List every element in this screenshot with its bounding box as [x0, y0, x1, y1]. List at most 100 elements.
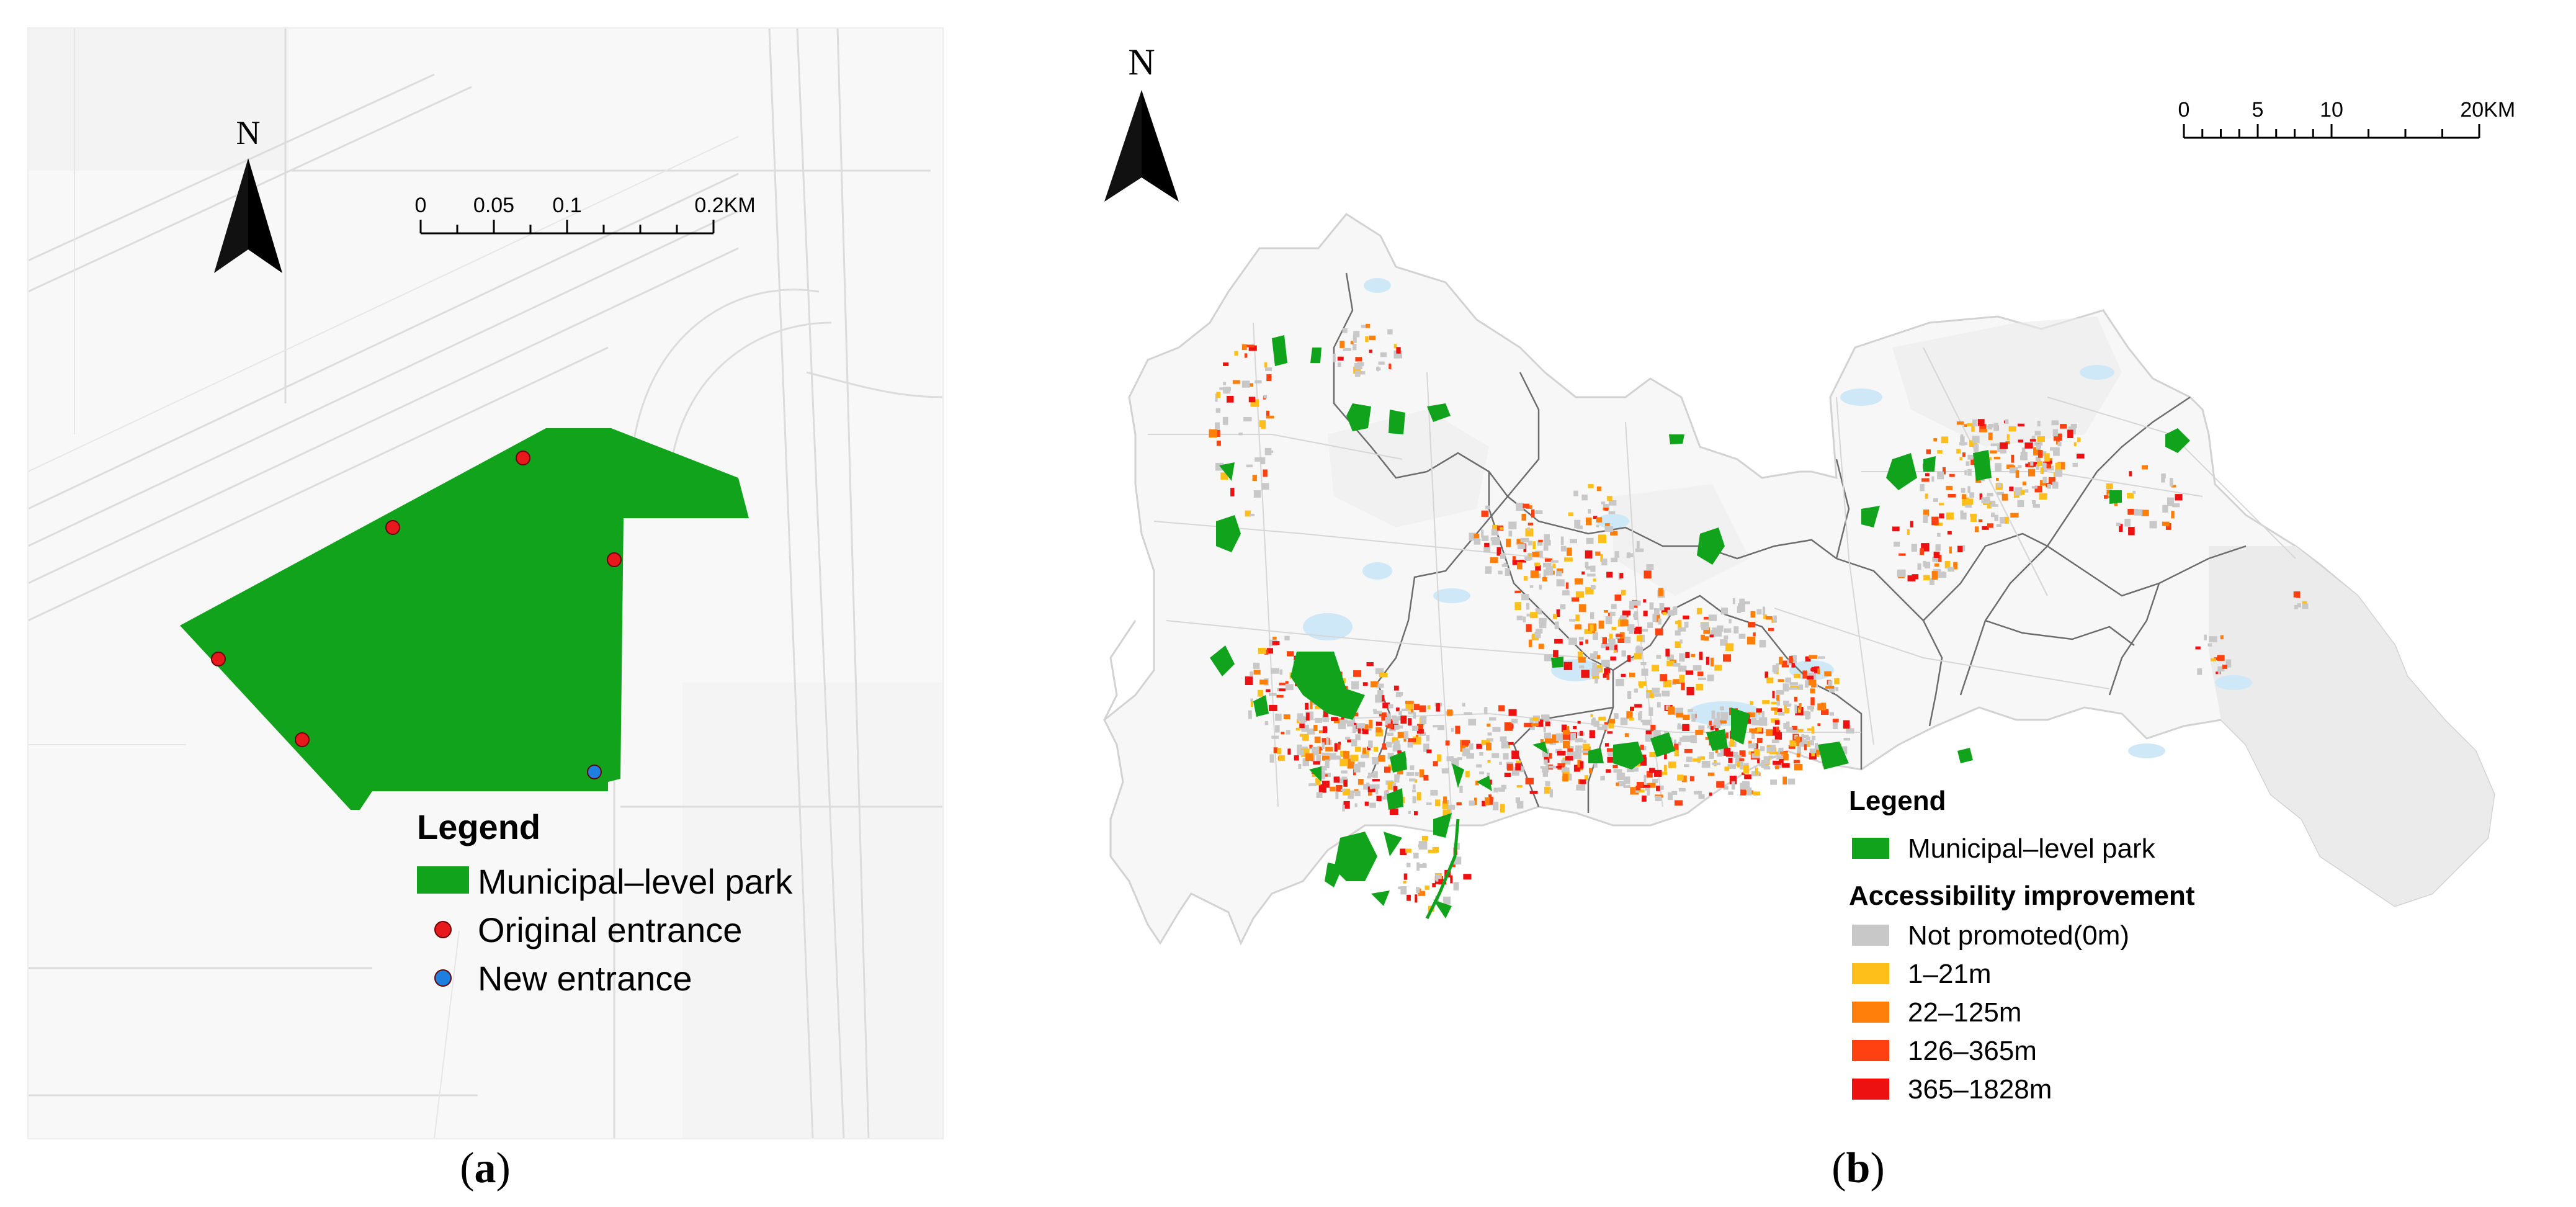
accessibility-block — [1564, 557, 1573, 562]
accessibility-block — [2130, 508, 2139, 513]
accessibility-block — [1700, 756, 1705, 760]
accessibility-block — [1369, 335, 1375, 341]
accessibility-block — [2149, 521, 2157, 529]
accessibility-block — [1489, 796, 1493, 805]
accessibility-block — [1369, 349, 1372, 353]
accessibility-block — [1730, 740, 1734, 747]
accessibility-block — [1579, 665, 1585, 669]
accessibility-block — [1663, 765, 1667, 772]
accessibility-block — [1393, 740, 1400, 747]
accessibility-block — [1650, 724, 1656, 732]
accessibility-block — [1934, 563, 1939, 567]
accessibility-block — [1621, 650, 1626, 657]
accessibility-block — [1707, 675, 1714, 681]
accessibility-block — [2077, 437, 2081, 442]
accessibility-block — [2197, 668, 2203, 675]
accessibility-block — [1343, 801, 1350, 809]
accessibility-block — [2044, 453, 2050, 462]
accessibility-block — [2217, 655, 2225, 661]
accessibility-block — [1641, 668, 1648, 676]
accessibility-block — [1742, 781, 1750, 790]
accessibility-block — [1782, 683, 1789, 692]
accessibility-block — [1263, 469, 1268, 477]
accessibility-block — [1469, 532, 1477, 541]
accessibility-block — [1728, 758, 1733, 763]
accessibility-block — [1541, 714, 1550, 722]
accessibility-block — [1596, 517, 1603, 523]
accessibility-block — [1375, 788, 1379, 795]
accessibility-block — [1446, 756, 1454, 761]
accessibility-block — [1298, 763, 1302, 769]
accessibility-block — [1442, 801, 1449, 809]
accessibility-block — [1776, 726, 1779, 732]
accessibility-block — [1539, 585, 1542, 590]
accessibility-block — [1527, 527, 1530, 531]
accessibility-block — [1668, 761, 1676, 769]
accessibility-block — [1379, 712, 1387, 717]
accessibility-block — [1414, 779, 1418, 783]
accessibility-block — [1712, 627, 1717, 632]
accessibility-block — [1575, 591, 1584, 598]
accessibility-block — [1798, 707, 1801, 713]
accessibility-block — [1608, 719, 1615, 724]
accessibility-block — [1447, 709, 1453, 716]
accessibility-block — [1693, 758, 1701, 762]
accessibility-block — [1333, 353, 1336, 362]
legend-b-class-label: 365–1828m — [1908, 1074, 2052, 1105]
accessibility-block — [1588, 484, 1594, 488]
accessibility-block — [1616, 773, 1625, 781]
accessibility-block — [1353, 344, 1357, 351]
accessibility-block — [1501, 741, 1509, 749]
accessibility-block — [1778, 712, 1785, 716]
accessibility-block — [1250, 698, 1253, 702]
scale-bar-b: 0 5 10 20KM — [2178, 98, 2515, 139]
accessibility-block — [1656, 655, 1661, 659]
accessibility-block — [2010, 513, 2019, 518]
accessibility-block — [2000, 517, 2006, 524]
accessibility-block — [1419, 769, 1424, 778]
accessibility-block — [1704, 617, 1709, 620]
accessibility-block — [1623, 776, 1630, 784]
accessibility-block — [1315, 717, 1322, 723]
accessibility-block — [1948, 567, 1954, 572]
accessibility-block — [1338, 742, 1341, 745]
accessibility-block — [1935, 544, 1941, 551]
accessibility-block — [1395, 692, 1402, 698]
panel-b: N 0 5 10 20KM — [1103, 42, 2515, 1192]
accessibility-block — [1607, 496, 1612, 501]
accessibility-block — [1365, 336, 1369, 343]
accessibility-block — [1562, 773, 1568, 782]
accessibility-block — [2042, 462, 2047, 470]
accessibility-block — [1659, 603, 1665, 611]
accessibility-block — [1817, 723, 1821, 727]
accessibility-block — [1804, 744, 1807, 750]
accessibility-block — [1319, 730, 1324, 734]
accessibility-block — [1245, 510, 1251, 517]
accessibility-block — [2055, 462, 2061, 470]
accessibility-block — [1604, 743, 1609, 747]
accessibility-block — [1339, 341, 1344, 348]
accessibility-block — [1636, 645, 1640, 650]
accessibility-block — [1653, 693, 1661, 697]
accessibility-block — [1393, 786, 1398, 794]
accessibility-block — [1263, 395, 1268, 398]
accessibility-block — [1697, 677, 1707, 680]
accessibility-block — [1785, 677, 1792, 683]
accessibility-block — [1257, 689, 1264, 697]
accessibility-block — [2036, 456, 2041, 461]
accessibility-block — [1696, 608, 1702, 615]
accessibility-block — [1496, 547, 1501, 556]
accessibility-block — [1595, 551, 1601, 556]
accessibility-block — [1608, 638, 1616, 645]
north-label-b: N — [1128, 42, 1155, 83]
accessibility-block — [2161, 473, 2165, 483]
accessibility-block — [1573, 490, 1578, 496]
accessibility-block — [1894, 541, 1900, 547]
accessibility-block — [1720, 748, 1724, 756]
accessibility-block — [1577, 760, 1582, 768]
accessibility-block — [1776, 700, 1780, 706]
accessibility-block — [1584, 775, 1589, 781]
accessibility-block — [1392, 737, 1398, 742]
accessibility-block — [1550, 560, 1559, 563]
accessibility-block — [2204, 634, 2207, 640]
